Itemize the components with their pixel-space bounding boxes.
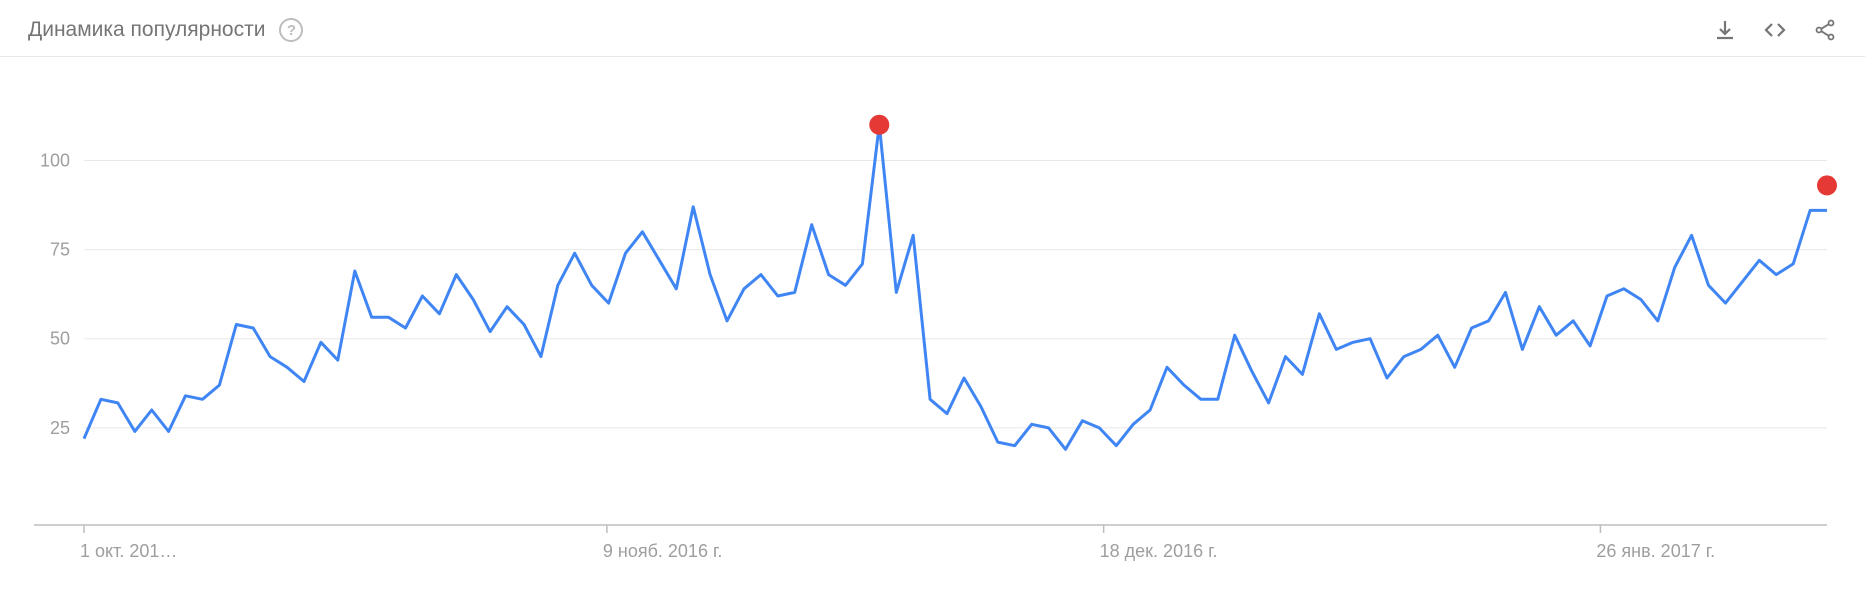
svg-text:9 нояб. 2016 г.: 9 нояб. 2016 г. xyxy=(603,541,722,561)
chart-marker xyxy=(1817,175,1837,195)
svg-text:18 дек. 2016 г.: 18 дек. 2016 г. xyxy=(1100,541,1218,561)
header: Динамика популярности ? xyxy=(0,0,1865,57)
page-title: Динамика популярности xyxy=(28,18,265,42)
svg-text:75: 75 xyxy=(50,240,70,260)
title-wrap: Динамика популярности ? xyxy=(28,18,303,42)
share-icon[interactable] xyxy=(1813,18,1837,42)
help-icon[interactable]: ? xyxy=(279,18,303,42)
actions-bar xyxy=(1713,18,1837,42)
chart-marker xyxy=(869,115,889,135)
svg-text:50: 50 xyxy=(50,329,70,349)
embed-icon[interactable] xyxy=(1763,18,1787,42)
svg-text:25: 25 xyxy=(50,418,70,438)
line-chart: 25 50 75 100 1 окт. 201… 9 нояб. 2016 г. 18 де… xyxy=(28,87,1837,577)
download-icon[interactable] xyxy=(1713,18,1737,42)
chart-container: 25 50 75 100 1 окт. 201… 9 нояб. 2016 г. 18 де… xyxy=(0,57,1865,597)
svg-text:26 янв. 2017 г.: 26 янв. 2017 г. xyxy=(1596,541,1715,561)
svg-text:1 окт. 201…: 1 окт. 201… xyxy=(80,541,177,561)
svg-text:100: 100 xyxy=(40,150,70,170)
